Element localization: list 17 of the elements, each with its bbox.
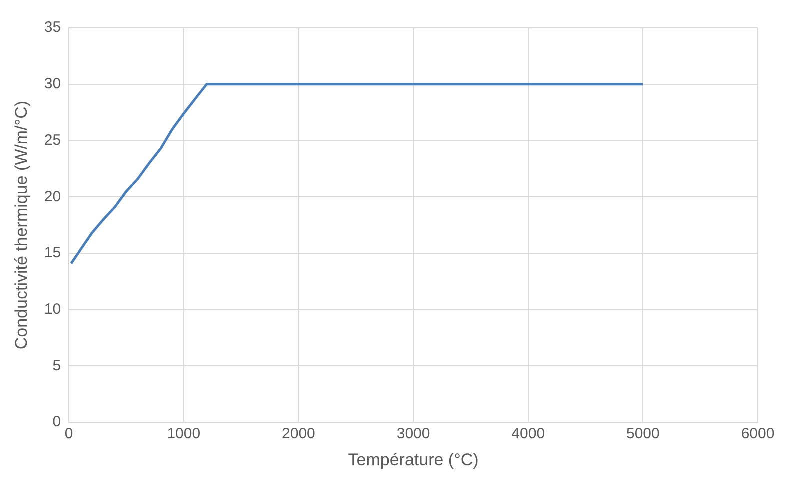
y-tick-label: 10: [44, 301, 62, 318]
y-axis-title: Conductivité thermique (W/m/°C): [12, 100, 31, 350]
x-tick-label: 5000: [626, 426, 660, 443]
x-tick-label: 1000: [167, 426, 201, 443]
x-tick-label: 6000: [741, 426, 775, 443]
y-tick-label: 30: [44, 76, 62, 93]
x-tick-label: 3000: [396, 426, 430, 443]
y-tick-label: 0: [52, 414, 62, 431]
y-tick-label: 15: [44, 244, 62, 262]
y-tick-label: 35: [44, 19, 62, 36]
x-tick-label: 0: [64, 426, 74, 443]
x-axis-title: Température (°C): [348, 450, 479, 470]
y-tick-label: 25: [44, 132, 62, 149]
y-tick-label: 5: [52, 357, 62, 374]
x-tick-label: 2000: [282, 426, 316, 443]
x-tick-label: 4000: [512, 426, 546, 443]
y-tick-label: 20: [44, 188, 62, 206]
